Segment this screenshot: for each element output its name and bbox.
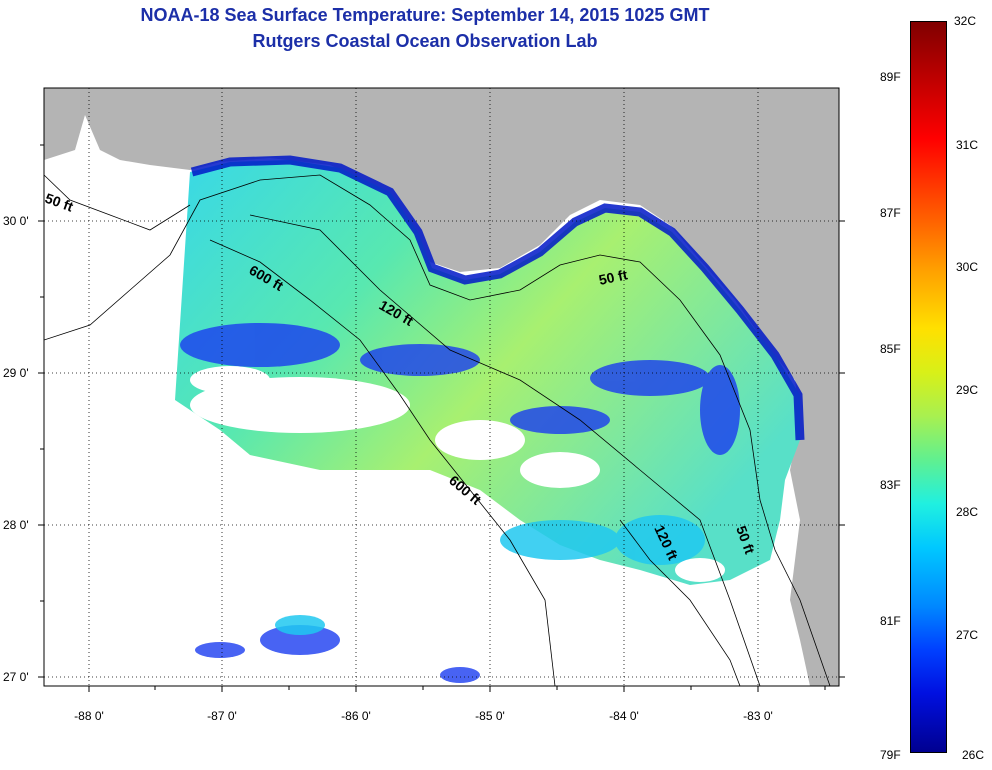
land-mass (44, 88, 839, 560)
latitude-label: 28 0' (3, 518, 29, 532)
sst-coastal-band (190, 155, 805, 441)
sst-cool-patches (180, 323, 740, 683)
axis-ticks (38, 144, 845, 692)
longitude-label: -84 0' (609, 709, 639, 723)
latitude-label: 29 0' (3, 366, 29, 380)
colorbar-fahrenheit-label: 81F (880, 614, 901, 628)
colorbar-celsius-label: 27C (956, 628, 979, 642)
sst-warm-region (175, 160, 800, 585)
colorbar-celsius-label: 29C (956, 383, 979, 397)
colorbar-celsius-label: 31C (956, 138, 979, 152)
longitude-label: -87 0' (207, 709, 237, 723)
plot-frame (43, 87, 840, 687)
colorbar-fahrenheit-label: 87F (880, 206, 901, 220)
peninsula-land (790, 520, 839, 686)
depth-contours (44, 174, 831, 686)
temperature-colorbar (910, 21, 947, 753)
latitude-labels: 30 0' 29 0' 28 0' 27 0' (3, 214, 29, 684)
colorbar-fahrenheit-label: 79F (880, 748, 901, 762)
longitude-label: -86 0' (341, 709, 371, 723)
longitude-labels: -88 0' -87 0' -86 0' -85 0' -84 0' -83 0… (74, 709, 773, 723)
longitude-label: -88 0' (74, 709, 104, 723)
colorbar-celsius-label: 32C (954, 14, 977, 28)
latitude-label: 30 0' (3, 214, 29, 228)
cloud-cover (190, 366, 725, 582)
colorbar-celsius-label: 28C (956, 505, 979, 519)
colorbar-celsius-label: 30C (956, 260, 979, 274)
colorbar-fahrenheit-label: 83F (880, 478, 901, 492)
graticule (44, 88, 839, 686)
colorbar-fahrenheit-label: 85F (880, 342, 901, 356)
map-subtitle: Rutgers Coastal Ocean Observation Lab (252, 31, 598, 51)
colorbar-celsius-label: 26C (962, 748, 985, 762)
colorbar-fahrenheit-label: 89F (880, 70, 901, 84)
contour-label: 50 ft (597, 266, 629, 288)
latitude-label: 27 0' (3, 670, 29, 684)
sst-mid-patches (275, 515, 705, 635)
longitude-label: -85 0' (475, 709, 505, 723)
longitude-label: -83 0' (743, 709, 773, 723)
map-title: NOAA-18 Sea Surface Temperature: Septemb… (140, 5, 710, 25)
